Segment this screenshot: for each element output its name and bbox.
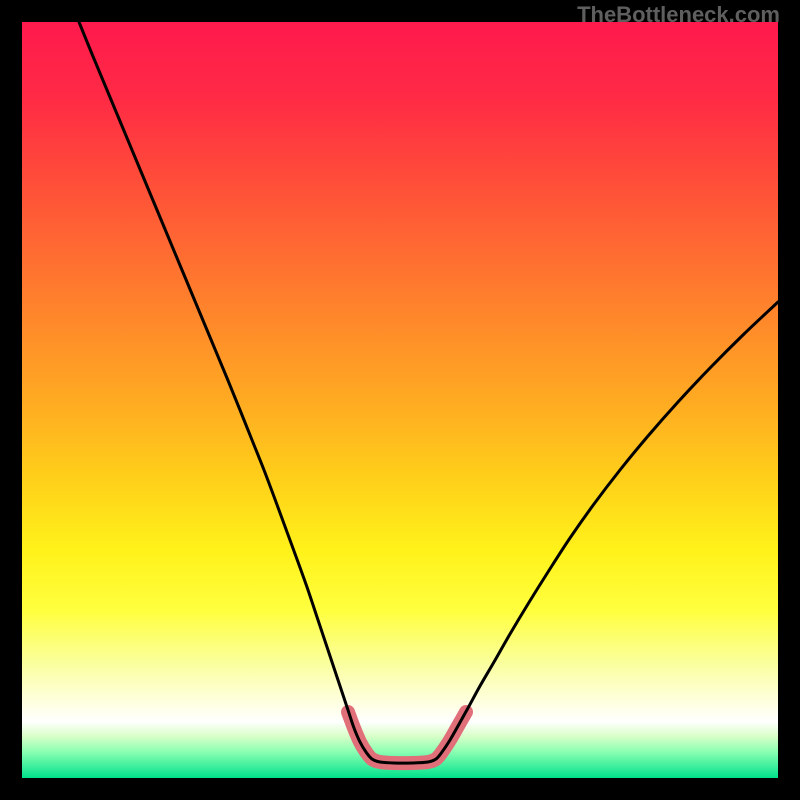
trough-highlight-curve [348, 712, 466, 763]
image-root: TheBottleneck.com [0, 0, 800, 800]
plot-area [22, 22, 778, 778]
main-bottleneck-curve [79, 22, 778, 763]
curve-layer [22, 22, 778, 778]
watermark-text: TheBottleneck.com [577, 2, 780, 28]
